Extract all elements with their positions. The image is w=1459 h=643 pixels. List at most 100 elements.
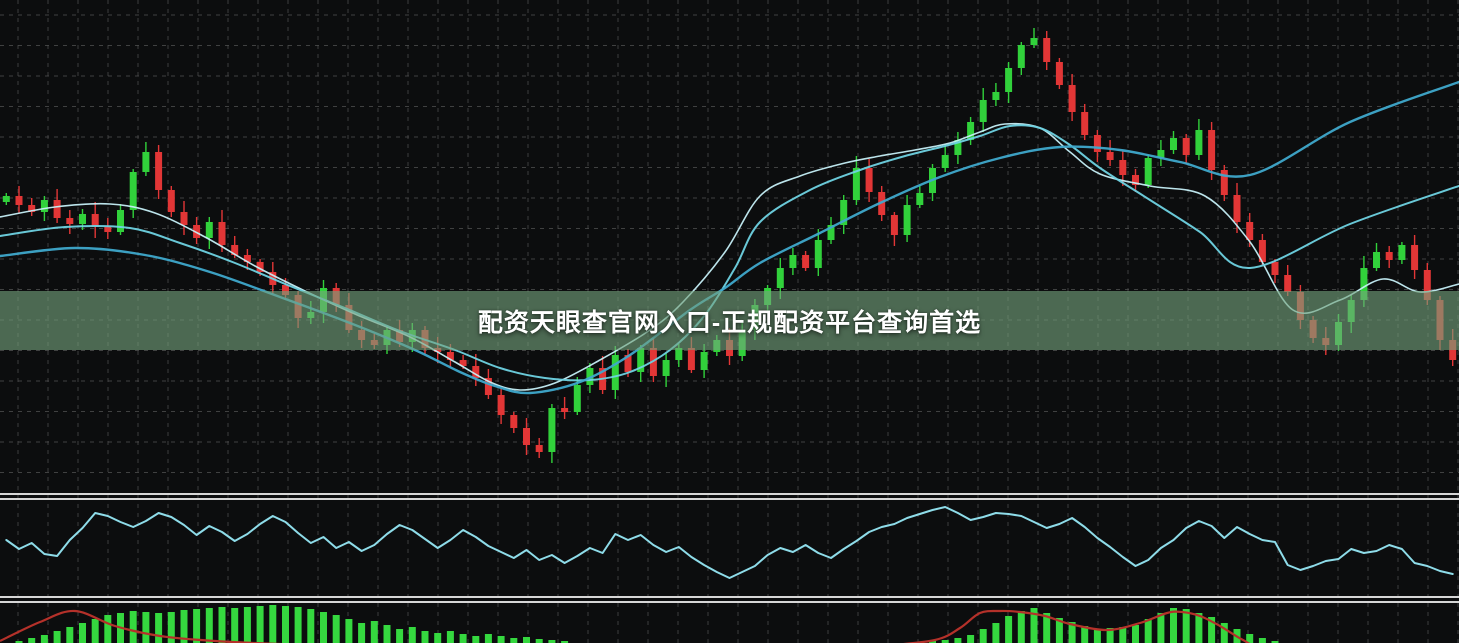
macd-histogram-bar (383, 625, 391, 643)
candle-up (573, 385, 581, 412)
macd-histogram-bar (332, 615, 340, 643)
candle-down (523, 428, 530, 445)
candle-up (941, 155, 949, 168)
candle-down (1423, 270, 1431, 300)
candle-down (510, 415, 518, 428)
candle-down (294, 295, 302, 318)
macd-histogram-bar (28, 638, 36, 643)
macd-histogram-bar (243, 607, 251, 643)
macd-histogram-bar (1119, 627, 1127, 643)
macd-histogram-bar (142, 612, 150, 643)
macd-histogram-bar (282, 606, 289, 643)
candle-down (472, 366, 480, 378)
candle-down (726, 340, 733, 356)
candle-down (1081, 112, 1089, 135)
candle-down (1449, 340, 1457, 360)
candle-down (865, 168, 873, 192)
candle-up (1017, 45, 1025, 68)
candle-down (155, 152, 163, 190)
macd-histogram-bar (269, 605, 277, 643)
candle-down (1106, 152, 1114, 160)
macd-histogram-bar (104, 615, 112, 643)
macd-histogram-bar (535, 639, 543, 643)
candle-up (1335, 322, 1342, 345)
macd-histogram-bar (484, 634, 492, 643)
macd-histogram-bar (459, 634, 467, 643)
macd-histogram-bar (1017, 611, 1025, 643)
macd-histogram-bar (1144, 619, 1152, 643)
macd-histogram-bar (79, 623, 86, 643)
candle-up (307, 312, 315, 318)
candle-down (91, 214, 99, 227)
candle-down (1208, 130, 1216, 170)
candle-up (1030, 38, 1038, 45)
candle-up (738, 330, 746, 356)
candle-down (1411, 245, 1419, 270)
candle-up (586, 368, 594, 385)
macd-histogram-bar (1170, 608, 1177, 643)
macd-histogram-bar (434, 633, 442, 643)
macd-histogram-bar (510, 638, 518, 643)
candle-down (1182, 138, 1190, 155)
candle-up (675, 348, 683, 360)
candle-up (1347, 300, 1355, 322)
candle-down (1132, 175, 1139, 185)
candle-up (776, 268, 784, 288)
candle-down (1220, 170, 1228, 195)
macd-histogram-bar (1258, 638, 1266, 643)
candle-down (282, 285, 289, 295)
macd-histogram-bar (1043, 613, 1051, 643)
candle-up (992, 92, 1000, 100)
candle-down (218, 222, 226, 245)
ma-mid-line (0, 124, 1459, 382)
candle-down (1233, 195, 1241, 222)
candle-down (1043, 38, 1051, 62)
candle-down (1068, 85, 1076, 112)
candle-up (840, 200, 848, 225)
candle-down (231, 245, 239, 255)
candle-down (1309, 320, 1317, 338)
candle-up (1398, 245, 1406, 260)
candle-down (1284, 275, 1292, 292)
candle-down (1385, 252, 1393, 260)
candle-down (535, 445, 543, 452)
candle-up (548, 408, 556, 452)
macd-histogram-bar (497, 636, 505, 643)
macd-histogram-bar (1106, 628, 1114, 643)
candle-up (79, 214, 86, 224)
macd-histogram-bar (396, 629, 404, 643)
candle-up (700, 352, 708, 370)
macd-histogram-bar (472, 636, 480, 643)
macd-histogram-bar (231, 608, 239, 643)
macd-histogram-bar (1208, 617, 1216, 643)
candle-down (459, 360, 467, 366)
macd-histogram-bar (180, 610, 188, 643)
candle-up (142, 152, 150, 172)
candle-up (2, 196, 10, 202)
macd-histogram-bar (218, 607, 226, 643)
candle-up (827, 225, 835, 240)
macd-histogram-bar (307, 609, 315, 643)
macd-histogram-bar (256, 606, 264, 643)
candle-down (28, 205, 36, 212)
candle-down (1296, 292, 1304, 320)
candle-down (561, 408, 569, 412)
macd-histogram-bar (523, 637, 530, 643)
macd-histogram-bar (1182, 609, 1190, 643)
candle-down (446, 352, 454, 360)
candle-down (687, 348, 695, 370)
macd-histogram-bar (408, 627, 416, 643)
candle-down (434, 348, 442, 352)
candle-down (358, 330, 366, 340)
candle-up (117, 210, 124, 232)
candle-up (852, 168, 860, 200)
candle-up (764, 288, 772, 305)
candle-down (497, 395, 505, 415)
macd-histogram-bar (1157, 613, 1165, 643)
macd-histogram-bar (193, 609, 201, 643)
macd-histogram-bar (53, 631, 61, 643)
macd-histogram-bar (15, 641, 23, 643)
candle-up (954, 140, 962, 155)
macd-histogram-bar (1081, 626, 1089, 643)
